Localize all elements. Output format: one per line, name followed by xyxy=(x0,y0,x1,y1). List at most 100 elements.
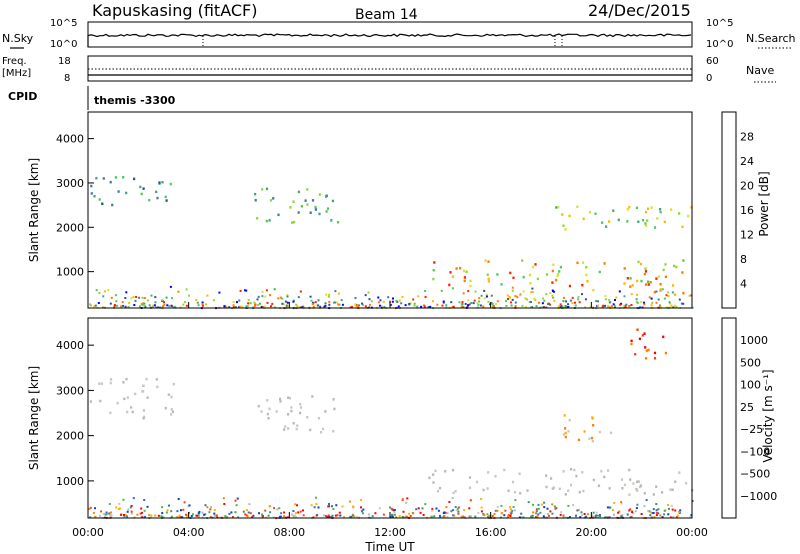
heatmap-cell xyxy=(261,513,263,516)
heatmap-cell xyxy=(487,280,490,283)
heatmap-cell xyxy=(564,228,567,231)
heatmap-cell xyxy=(479,304,482,307)
heatmap-cell xyxy=(655,277,658,280)
heatmap-cell xyxy=(461,303,464,305)
heatmap-cell xyxy=(653,351,657,355)
heatmap-cell xyxy=(657,298,660,301)
heatmap-cell xyxy=(238,306,241,308)
heatmap-cell xyxy=(284,300,287,303)
heatmap-cell xyxy=(630,304,633,306)
heatmap-cell xyxy=(533,297,536,300)
heatmap-cell xyxy=(539,511,542,514)
heatmap-cell xyxy=(459,266,462,270)
heatmap-cell xyxy=(570,468,573,471)
heatmap-cell xyxy=(336,221,340,224)
heatmap-cell xyxy=(487,516,490,518)
heatmap-cell xyxy=(614,299,616,301)
heatmap-cell xyxy=(514,295,517,298)
cpid-panel: CPID themis -3300 xyxy=(8,86,176,110)
heatmap-cell xyxy=(690,514,693,516)
heatmap-cell xyxy=(360,510,363,513)
heatmap-cell xyxy=(109,180,112,184)
heatmap-cell xyxy=(584,298,587,301)
heatmap-cell xyxy=(104,290,106,293)
heatmap-cell xyxy=(297,211,300,214)
heatmap-cell xyxy=(257,295,260,298)
heatmap-cell xyxy=(165,511,168,514)
heatmap-cell xyxy=(125,291,128,294)
heatmap-cell xyxy=(389,515,392,518)
heatmap-cell xyxy=(251,516,254,519)
heatmap-cell xyxy=(588,437,591,440)
heatmap-cell xyxy=(317,299,320,302)
heatmap-cell xyxy=(577,298,580,301)
heatmap-cell xyxy=(674,480,677,483)
heatmap-cell xyxy=(480,294,483,297)
heatmap-cell xyxy=(228,306,231,309)
heatmap-cell xyxy=(395,299,398,302)
heatmap-cell xyxy=(575,515,577,518)
heatmap-cell xyxy=(182,508,185,511)
heatmap-cell xyxy=(299,510,302,513)
heatmap-cell xyxy=(139,185,142,189)
heatmap-cell xyxy=(678,471,681,474)
heatmap-cell xyxy=(467,304,469,307)
heatmap-cell xyxy=(657,508,660,511)
heatmap-cell xyxy=(283,515,286,518)
heatmap-cell xyxy=(443,515,446,518)
heatmap-cell xyxy=(595,300,598,303)
heatmap-cell xyxy=(641,218,645,222)
heatmap-cell xyxy=(640,301,643,303)
heatmap-cell xyxy=(550,477,553,480)
heatmap-cell xyxy=(452,305,455,308)
heatmap-cell xyxy=(116,401,119,405)
heatmap-cell xyxy=(105,511,108,514)
heatmap-cell xyxy=(645,357,648,360)
heatmap-cell xyxy=(629,285,632,288)
heatmap-cell xyxy=(678,510,680,513)
freq-left-tick-bottom: 8 xyxy=(64,73,70,84)
heatmap-cell xyxy=(458,301,461,304)
heatmap-cell xyxy=(655,485,658,488)
heatmap-cell xyxy=(460,304,463,307)
heatmap-cell xyxy=(564,493,567,496)
heatmap-cell xyxy=(266,301,269,304)
noise-right-tick-bottom: 10^0 xyxy=(706,39,733,50)
heatmap-cell xyxy=(302,509,304,512)
heatmap-cell xyxy=(234,511,237,514)
heatmap-cell xyxy=(644,270,648,273)
heatmap-cell xyxy=(469,279,472,283)
heatmap-cell xyxy=(510,301,513,304)
heatmap-cell xyxy=(332,430,335,433)
heatmap-cell xyxy=(492,305,495,308)
heatmap-cell xyxy=(109,411,112,415)
heatmap-cell xyxy=(311,395,314,398)
heatmap-cell xyxy=(190,515,193,517)
heatmap-cell xyxy=(463,509,466,511)
heatmap-cell xyxy=(496,505,499,508)
heatmap-cell xyxy=(362,512,364,515)
heatmap-cell xyxy=(655,509,658,512)
heatmap-cell xyxy=(624,305,627,308)
heatmap-cell xyxy=(562,470,565,473)
heatmap-cell xyxy=(431,508,434,511)
heatmap-cell xyxy=(461,301,464,304)
heatmap-cell xyxy=(135,295,138,298)
heatmap-cell xyxy=(554,507,557,510)
heatmap-cell xyxy=(535,512,538,515)
heatmap-cell xyxy=(138,296,141,299)
heatmap-cell xyxy=(297,511,300,514)
heatmap-cell xyxy=(650,206,653,209)
heatmap-cell xyxy=(682,302,685,305)
heatmap-cell xyxy=(333,301,336,304)
heatmap-cell xyxy=(160,515,163,518)
heatmap-cell xyxy=(116,304,118,307)
heatmap-cell xyxy=(486,487,489,490)
heatmap-cell xyxy=(244,289,246,292)
heatmap-cell xyxy=(531,265,535,269)
heatmap-cell xyxy=(283,428,286,431)
heatmap-cell xyxy=(568,284,571,288)
heatmap-cell xyxy=(89,506,92,509)
heatmap-cell xyxy=(552,290,555,293)
